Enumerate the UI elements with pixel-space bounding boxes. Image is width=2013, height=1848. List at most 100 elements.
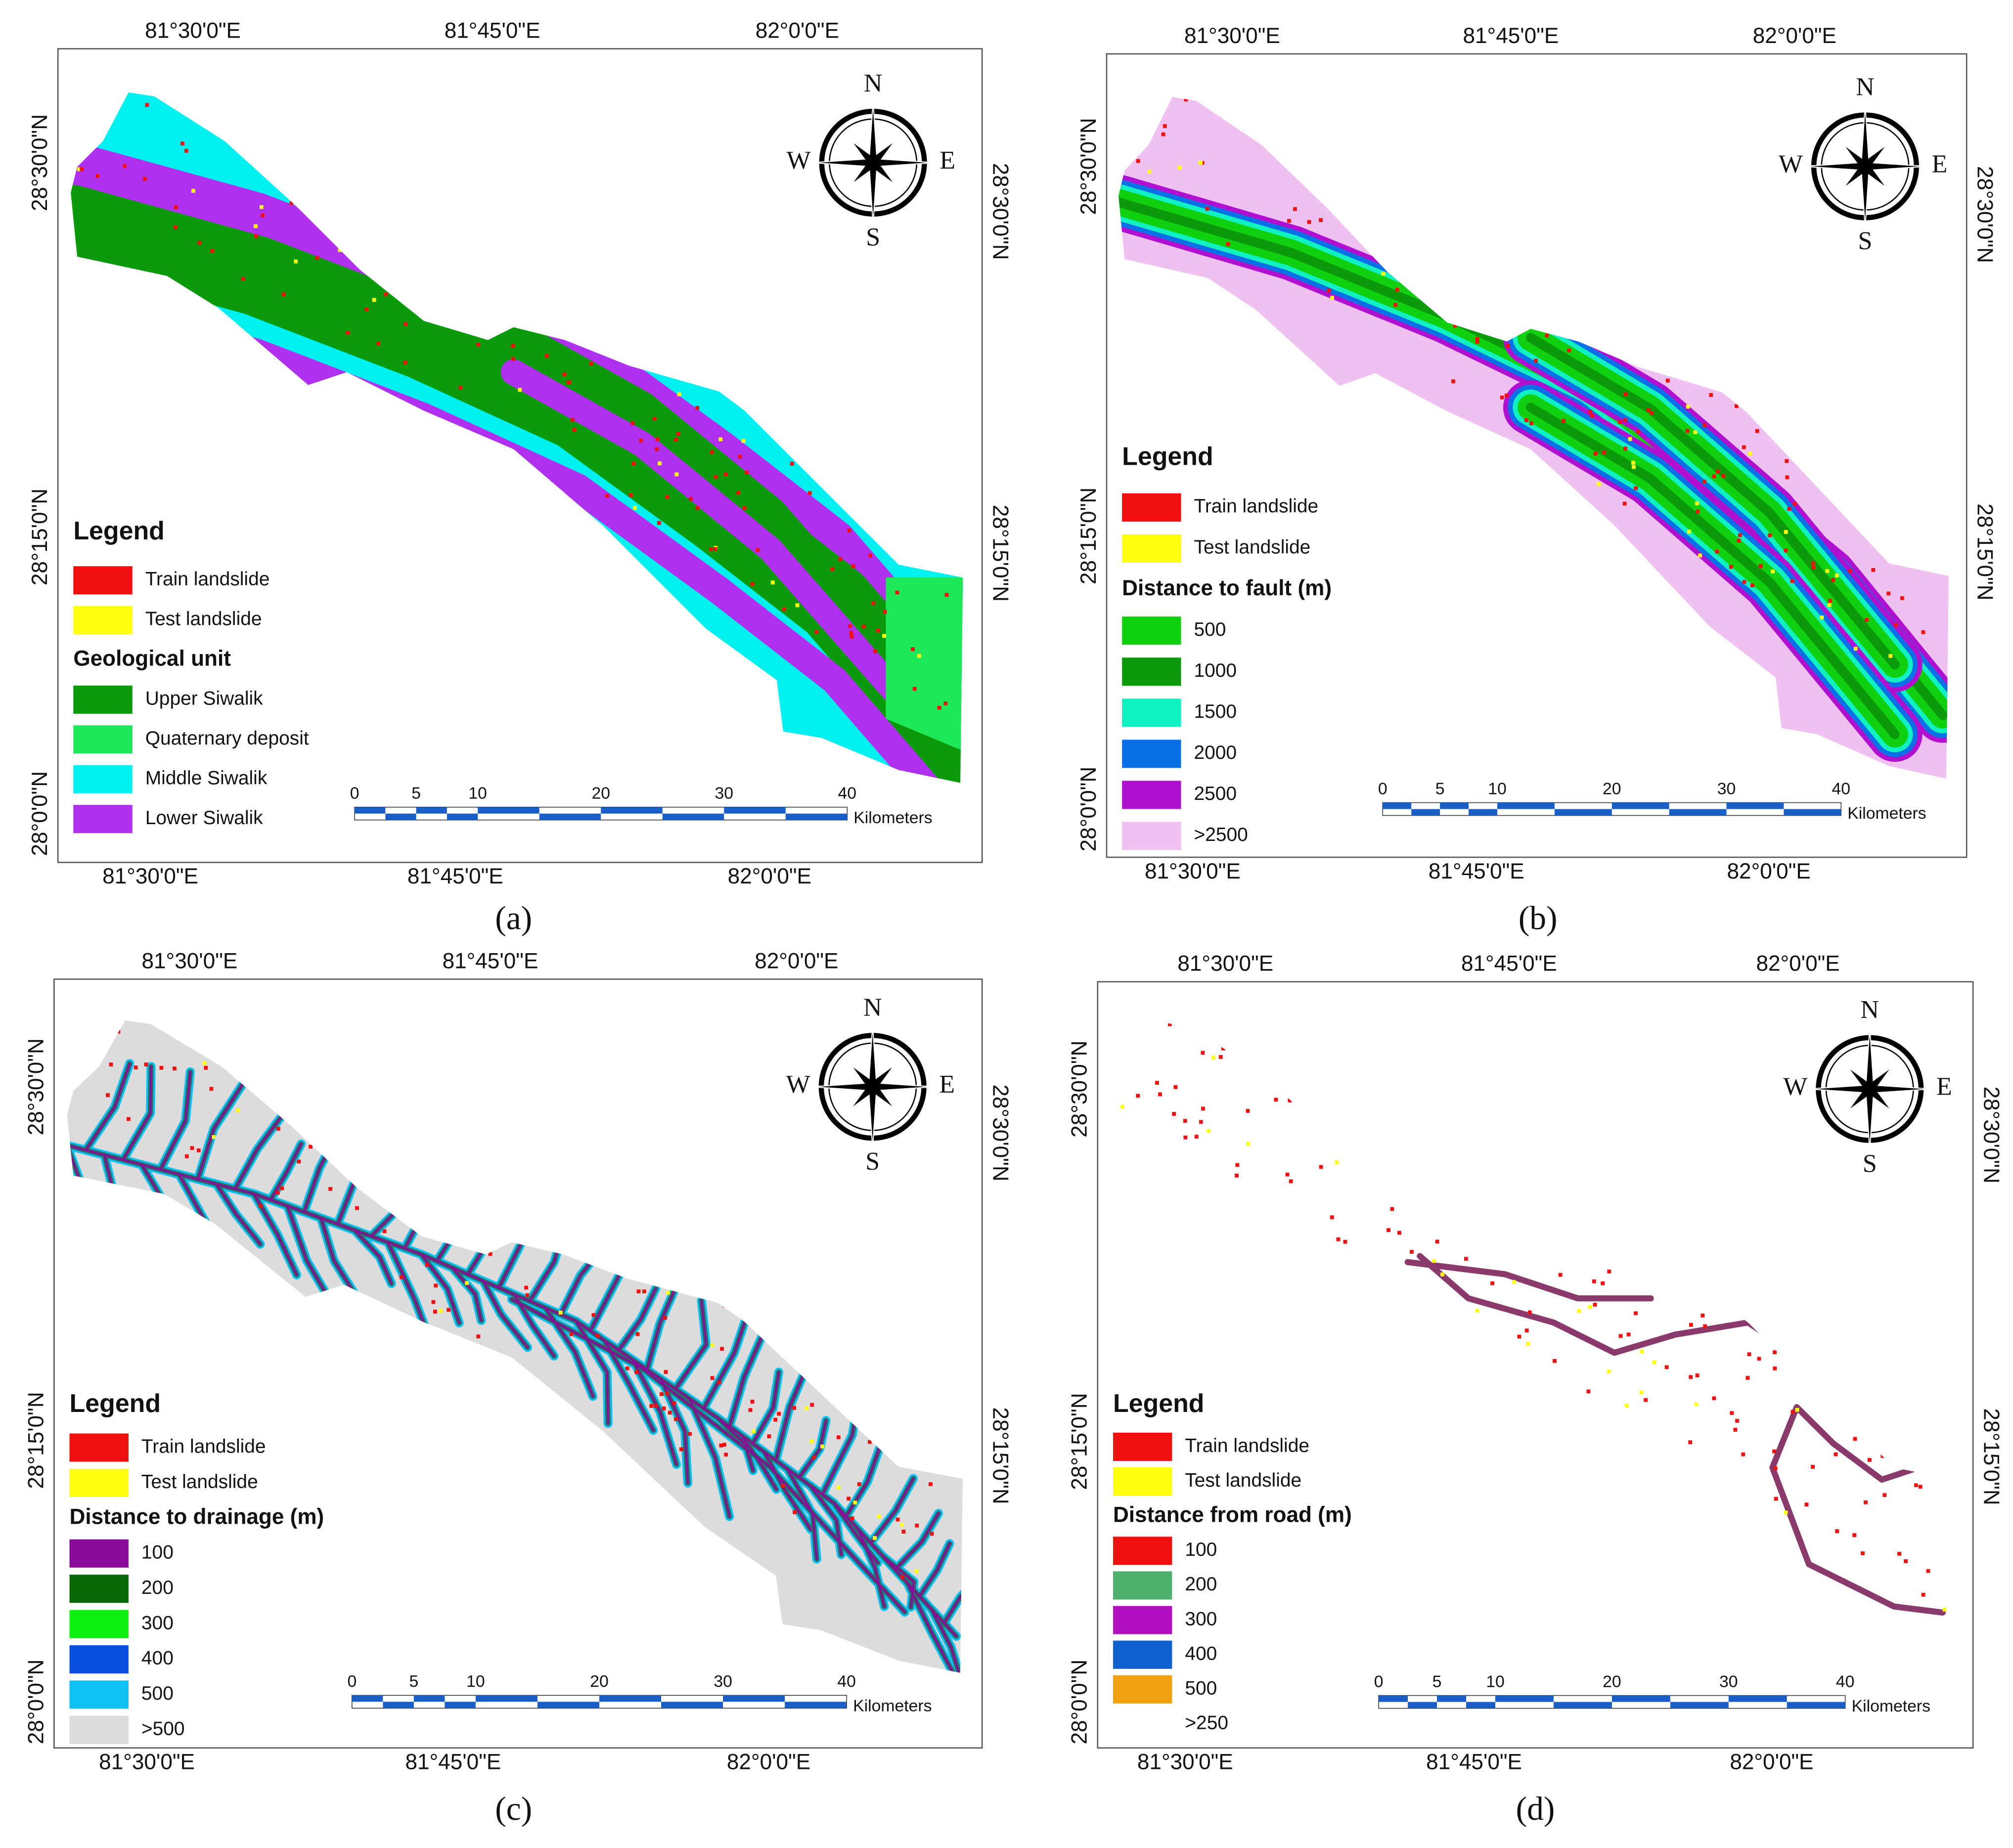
landslide-dot	[1709, 393, 1713, 397]
landslide-dot	[871, 601, 876, 606]
lat-label: 28°15'0"N	[1076, 487, 1101, 584]
legend-label: 300	[141, 1612, 174, 1633]
legend-label: Upper Siwalik	[145, 688, 263, 709]
stream	[646, 1276, 682, 1371]
stream	[869, 1477, 914, 1544]
landslide-dot	[1205, 207, 1209, 211]
lat-label: 28°0'0"N	[1068, 1660, 1092, 1745]
scale-seg	[1669, 809, 1727, 816]
legend-label: Train landslide	[1194, 496, 1318, 517]
landslide-dot	[724, 472, 728, 477]
landslide-dot	[525, 1293, 530, 1297]
landslide-dot	[752, 1429, 756, 1433]
landslide-dot	[665, 1391, 669, 1396]
landslide-dot	[665, 495, 670, 499]
lat-label: 28°0'0"N	[1076, 767, 1101, 852]
study-area	[71, 92, 963, 783]
panel-label: (b)	[1519, 899, 1558, 936]
landslide-dot	[649, 1404, 654, 1408]
landslide-dot	[1177, 166, 1182, 170]
landslide-dot	[145, 973, 149, 977]
lat-label: 28°15'0"N	[988, 1408, 1012, 1504]
landslide-dot	[184, 149, 188, 153]
scale-seg	[599, 1695, 662, 1702]
landslide-dot	[1696, 509, 1700, 514]
scale-seg	[355, 807, 386, 814]
landslide-dot	[134, 1065, 138, 1070]
landslide-dot	[476, 343, 480, 347]
scale-unit: Kilometers	[853, 808, 932, 827]
lat-label: 28°15'0"N	[1979, 1408, 2003, 1505]
landslide-dot	[636, 1289, 641, 1294]
landslide-dot	[930, 1532, 934, 1536]
scale-label: 30	[1717, 779, 1736, 798]
legend-label: Lower Siwalik	[145, 807, 263, 829]
lat-label: 28°15'0"N	[24, 1392, 48, 1489]
landslide-dot	[742, 506, 746, 511]
landslide-dot	[595, 1333, 600, 1338]
landslide-dot	[1524, 418, 1528, 422]
landslide-dot	[1588, 1305, 1592, 1309]
landslide-dot	[944, 593, 949, 597]
landslide-dot	[1120, 1104, 1124, 1109]
landslide-dot	[795, 603, 800, 608]
scale-seg	[1379, 1695, 1408, 1702]
landslide-dot	[81, 959, 85, 963]
scale-seg	[661, 1702, 723, 1709]
scale-seg	[478, 807, 539, 814]
scale-label: 5	[1435, 779, 1445, 798]
landslide-dot	[911, 647, 915, 651]
landslide-dot	[777, 1411, 781, 1416]
landslide-dot	[518, 388, 522, 392]
landslide-dot	[1246, 1109, 1250, 1113]
landslide-dot	[109, 1062, 113, 1067]
landslide-dot	[567, 380, 572, 385]
stream	[798, 1419, 827, 1479]
scale-label: 5	[409, 1672, 418, 1691]
landslide-dot	[1155, 1081, 1159, 1085]
landslide-dot	[1207, 1129, 1211, 1133]
landslide-dot	[1577, 1309, 1581, 1314]
landslide-dot	[1590, 414, 1595, 418]
lon-label: 81°45'0"E	[1426, 1750, 1522, 1774]
landslide-dot	[202, 1061, 207, 1065]
lon-label: 81°30'0"E	[145, 19, 241, 43]
scale-seg	[352, 1695, 383, 1702]
stream	[740, 1434, 778, 1491]
landslide-dot	[294, 259, 298, 264]
lon-label: 82°0'0"E	[756, 19, 839, 43]
landslide-dot	[631, 461, 636, 466]
landslide-dot	[625, 1366, 629, 1370]
landslide-dot	[1226, 242, 1230, 246]
landslide-dot	[1772, 1449, 1777, 1453]
landslide-dot	[1748, 451, 1752, 456]
landslide-dot	[1451, 379, 1455, 384]
scale-seg	[539, 813, 601, 820]
landslide-dot	[901, 1530, 906, 1534]
landslide-dot	[403, 322, 408, 326]
landslide-dot	[1607, 1270, 1611, 1274]
landslide-dot	[1287, 219, 1291, 223]
landslide-dot	[655, 437, 660, 441]
landslide-dot	[276, 1127, 280, 1131]
compass-w: W	[1779, 150, 1803, 178]
scale-seg	[1784, 809, 1841, 816]
scale-unit: Kilometers	[1847, 804, 1926, 823]
landslide-dot	[629, 493, 633, 497]
scale-label: 0	[1378, 779, 1387, 798]
landslide-dot	[657, 521, 661, 525]
legend-label: 500	[1185, 1677, 1217, 1699]
stream	[482, 1280, 529, 1349]
landslide-dot	[773, 1417, 778, 1422]
compass-s: S	[1858, 227, 1873, 255]
stream	[688, 1398, 731, 1518]
landslide-dot	[91, 967, 95, 970]
landslide-dot	[1199, 161, 1203, 165]
landslide-dot	[810, 1403, 814, 1407]
scale-seg	[1383, 802, 1412, 809]
landslide-dot	[1738, 533, 1742, 537]
landslide-dot	[328, 1187, 333, 1191]
landslide-dot	[662, 1406, 666, 1410]
scale-seg	[1726, 802, 1784, 809]
